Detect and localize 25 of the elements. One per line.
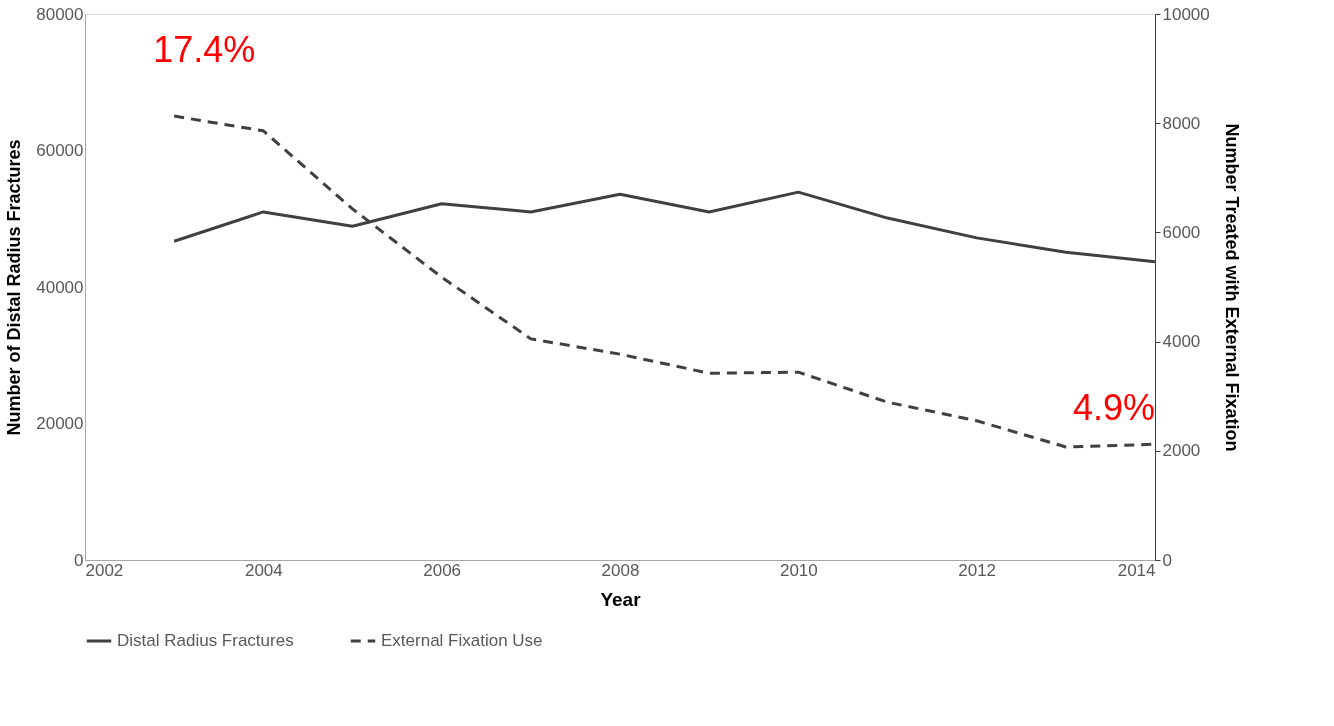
- y2-tick-label: 8000: [1162, 113, 1201, 133]
- legend-label: Distal Radius Fractures: [117, 631, 294, 650]
- annotation: 4.9%: [1072, 387, 1155, 429]
- x-tick-label: 2008: [601, 560, 640, 580]
- y2-tick-label: 6000: [1162, 222, 1201, 242]
- x-tick-label: 2014: [1117, 560, 1156, 580]
- x-tick-label: 2004: [244, 560, 283, 580]
- y-tick-label: 40000: [36, 277, 84, 297]
- legend-label: External Fixation Use: [381, 631, 543, 650]
- y2-tick-label: 0: [1162, 550, 1172, 570]
- y2-tick-label: 2000: [1162, 441, 1201, 461]
- y-tick-label: 20000: [36, 414, 84, 433]
- y-tick-label: 60000: [36, 141, 84, 160]
- y-axis-title: Number of Distal Radius Fractures: [4, 139, 25, 436]
- y2-axis-title: Number Treated with External Fixation: [1221, 123, 1242, 452]
- x-axis-title: Year: [600, 588, 642, 610]
- y-tick-label: 0: [74, 550, 84, 570]
- x-tick-label: 2002: [85, 560, 124, 580]
- x-tick-label: 2012: [958, 560, 997, 580]
- x-tick-label: 2006: [423, 560, 462, 580]
- annotation: 17.4%: [153, 29, 256, 71]
- x-tick-label: 2010: [779, 560, 818, 580]
- y-tick-label: 80000: [36, 4, 84, 24]
- y2-tick-label: 4000: [1162, 332, 1201, 352]
- y2-tick-label: 10000: [1162, 4, 1210, 24]
